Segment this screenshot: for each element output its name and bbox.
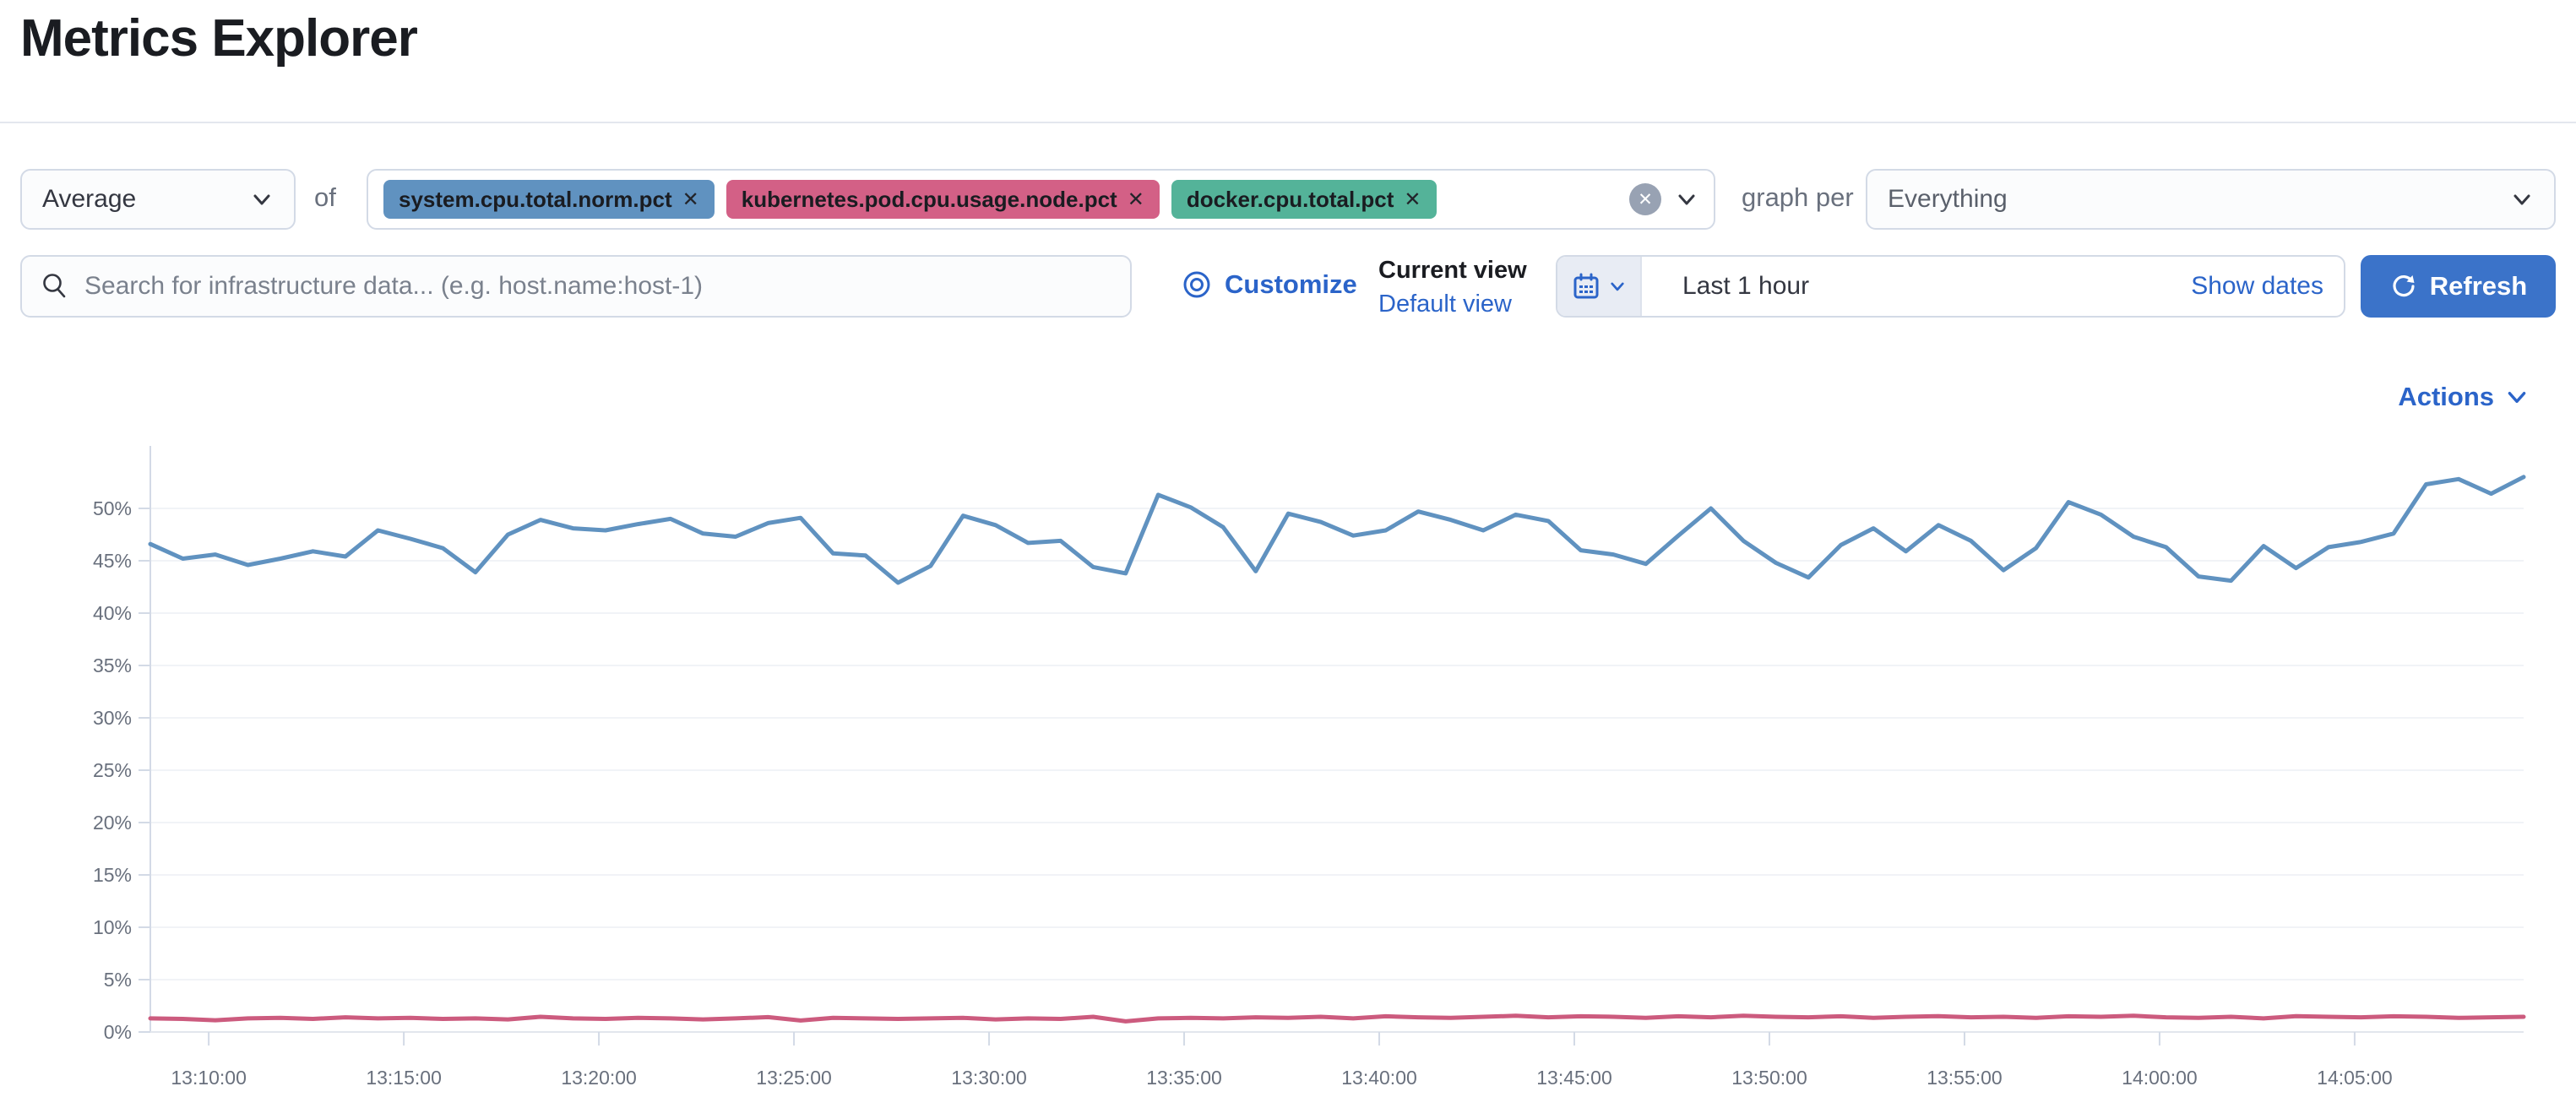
svg-text:13:15:00: 13:15:00	[366, 1067, 442, 1089]
svg-text:13:35:00: 13:35:00	[1146, 1067, 1222, 1089]
refresh-button[interactable]: Refresh	[2361, 255, 2556, 318]
search-icon	[43, 274, 66, 298]
svg-text:25%: 25%	[93, 759, 132, 781]
svg-text:13:40:00: 13:40:00	[1341, 1067, 1417, 1089]
metric-pill-label: kubernetes.pod.cpu.usage.node.pct	[741, 186, 1117, 212]
page-title: Metrics Explorer	[20, 9, 418, 68]
chevron-down-icon	[1611, 282, 1624, 291]
of-label: of	[314, 182, 336, 212]
remove-metric-icon[interactable]: ✕	[1404, 187, 1421, 211]
current-view-label: Current view	[1378, 257, 1527, 284]
svg-text:20%: 20%	[93, 812, 132, 834]
metric-pill-label: docker.cpu.total.pct	[1186, 186, 1394, 212]
metric-pill-kubernetes-pod-cpu[interactable]: kubernetes.pod.cpu.usage.node.pct ✕	[726, 180, 1160, 219]
refresh-icon	[2393, 274, 2415, 297]
svg-text:30%: 30%	[93, 707, 132, 729]
svg-text:13:25:00: 13:25:00	[756, 1067, 832, 1089]
metric-pill-label: system.cpu.total.norm.pct	[399, 186, 672, 212]
refresh-label: Refresh	[2429, 271, 2528, 301]
svg-text:0%: 0%	[104, 1021, 132, 1043]
header-divider	[0, 122, 2576, 123]
svg-text:13:10:00: 13:10:00	[171, 1067, 247, 1089]
svg-text:13:45:00: 13:45:00	[1536, 1067, 1612, 1089]
svg-text:13:50:00: 13:50:00	[1731, 1067, 1807, 1089]
search-input[interactable]	[84, 272, 1111, 301]
chevron-down-icon	[2514, 194, 2530, 205]
clear-metrics-button[interactable]: ✕	[1629, 183, 1661, 215]
svg-text:35%: 35%	[93, 654, 132, 676]
svg-text:14:00:00: 14:00:00	[2122, 1067, 2198, 1089]
default-view-link[interactable]: Default view	[1378, 291, 1512, 318]
time-range-value[interactable]: Last 1 hour	[1682, 272, 1810, 300]
chevron-down-icon	[253, 194, 270, 205]
svg-text:15%: 15%	[93, 864, 132, 886]
clear-icon: ✕	[1638, 189, 1653, 209]
quick-select-menu[interactable]	[1557, 257, 1642, 316]
svg-text:13:20:00: 13:20:00	[561, 1067, 637, 1089]
eye-customize-icon	[1183, 271, 1210, 298]
actions-menu-button[interactable]: Actions	[2398, 382, 2530, 412]
svg-text:10%: 10%	[93, 916, 132, 938]
remove-metric-icon[interactable]: ✕	[1127, 187, 1144, 211]
svg-text:40%: 40%	[93, 602, 132, 624]
calendar-icon	[1573, 273, 1599, 299]
svg-text:50%: 50%	[93, 497, 132, 519]
customize-label: Customize	[1225, 269, 1357, 299]
aggregation-select[interactable]: Average	[20, 169, 296, 230]
aggregation-value: Average	[42, 185, 137, 213]
search-bar[interactable]	[20, 255, 1132, 318]
svg-text:13:30:00: 13:30:00	[951, 1067, 1027, 1089]
group-by-select[interactable]: Everything	[1866, 169, 2556, 230]
metric-pill-docker-cpu[interactable]: docker.cpu.total.pct ✕	[1171, 180, 1437, 219]
time-range-picker[interactable]: Last 1 hour Show dates	[1556, 255, 2345, 318]
show-dates-link[interactable]: Show dates	[2191, 272, 2323, 300]
chevron-down-icon[interactable]	[1675, 187, 1698, 211]
svg-text:13:55:00: 13:55:00	[1927, 1067, 2003, 1089]
view-info: Current view Default view	[1378, 253, 1539, 321]
svg-text:14:05:00: 14:05:00	[2317, 1067, 2393, 1089]
customize-button[interactable]: Customize	[1181, 269, 1357, 301]
metrics-combobox[interactable]: system.cpu.total.norm.pct ✕ kubernetes.p…	[367, 169, 1715, 230]
group-by-value: Everything	[1888, 185, 2008, 213]
chevron-down-icon	[2508, 392, 2526, 404]
svg-text:45%: 45%	[93, 550, 132, 572]
svg-text:5%: 5%	[104, 969, 132, 991]
graph-per-label: graph per	[1742, 182, 1854, 212]
remove-metric-icon[interactable]: ✕	[682, 187, 699, 211]
metric-pill-system-cpu[interactable]: system.cpu.total.norm.pct ✕	[383, 180, 715, 219]
actions-label: Actions	[2398, 382, 2494, 411]
